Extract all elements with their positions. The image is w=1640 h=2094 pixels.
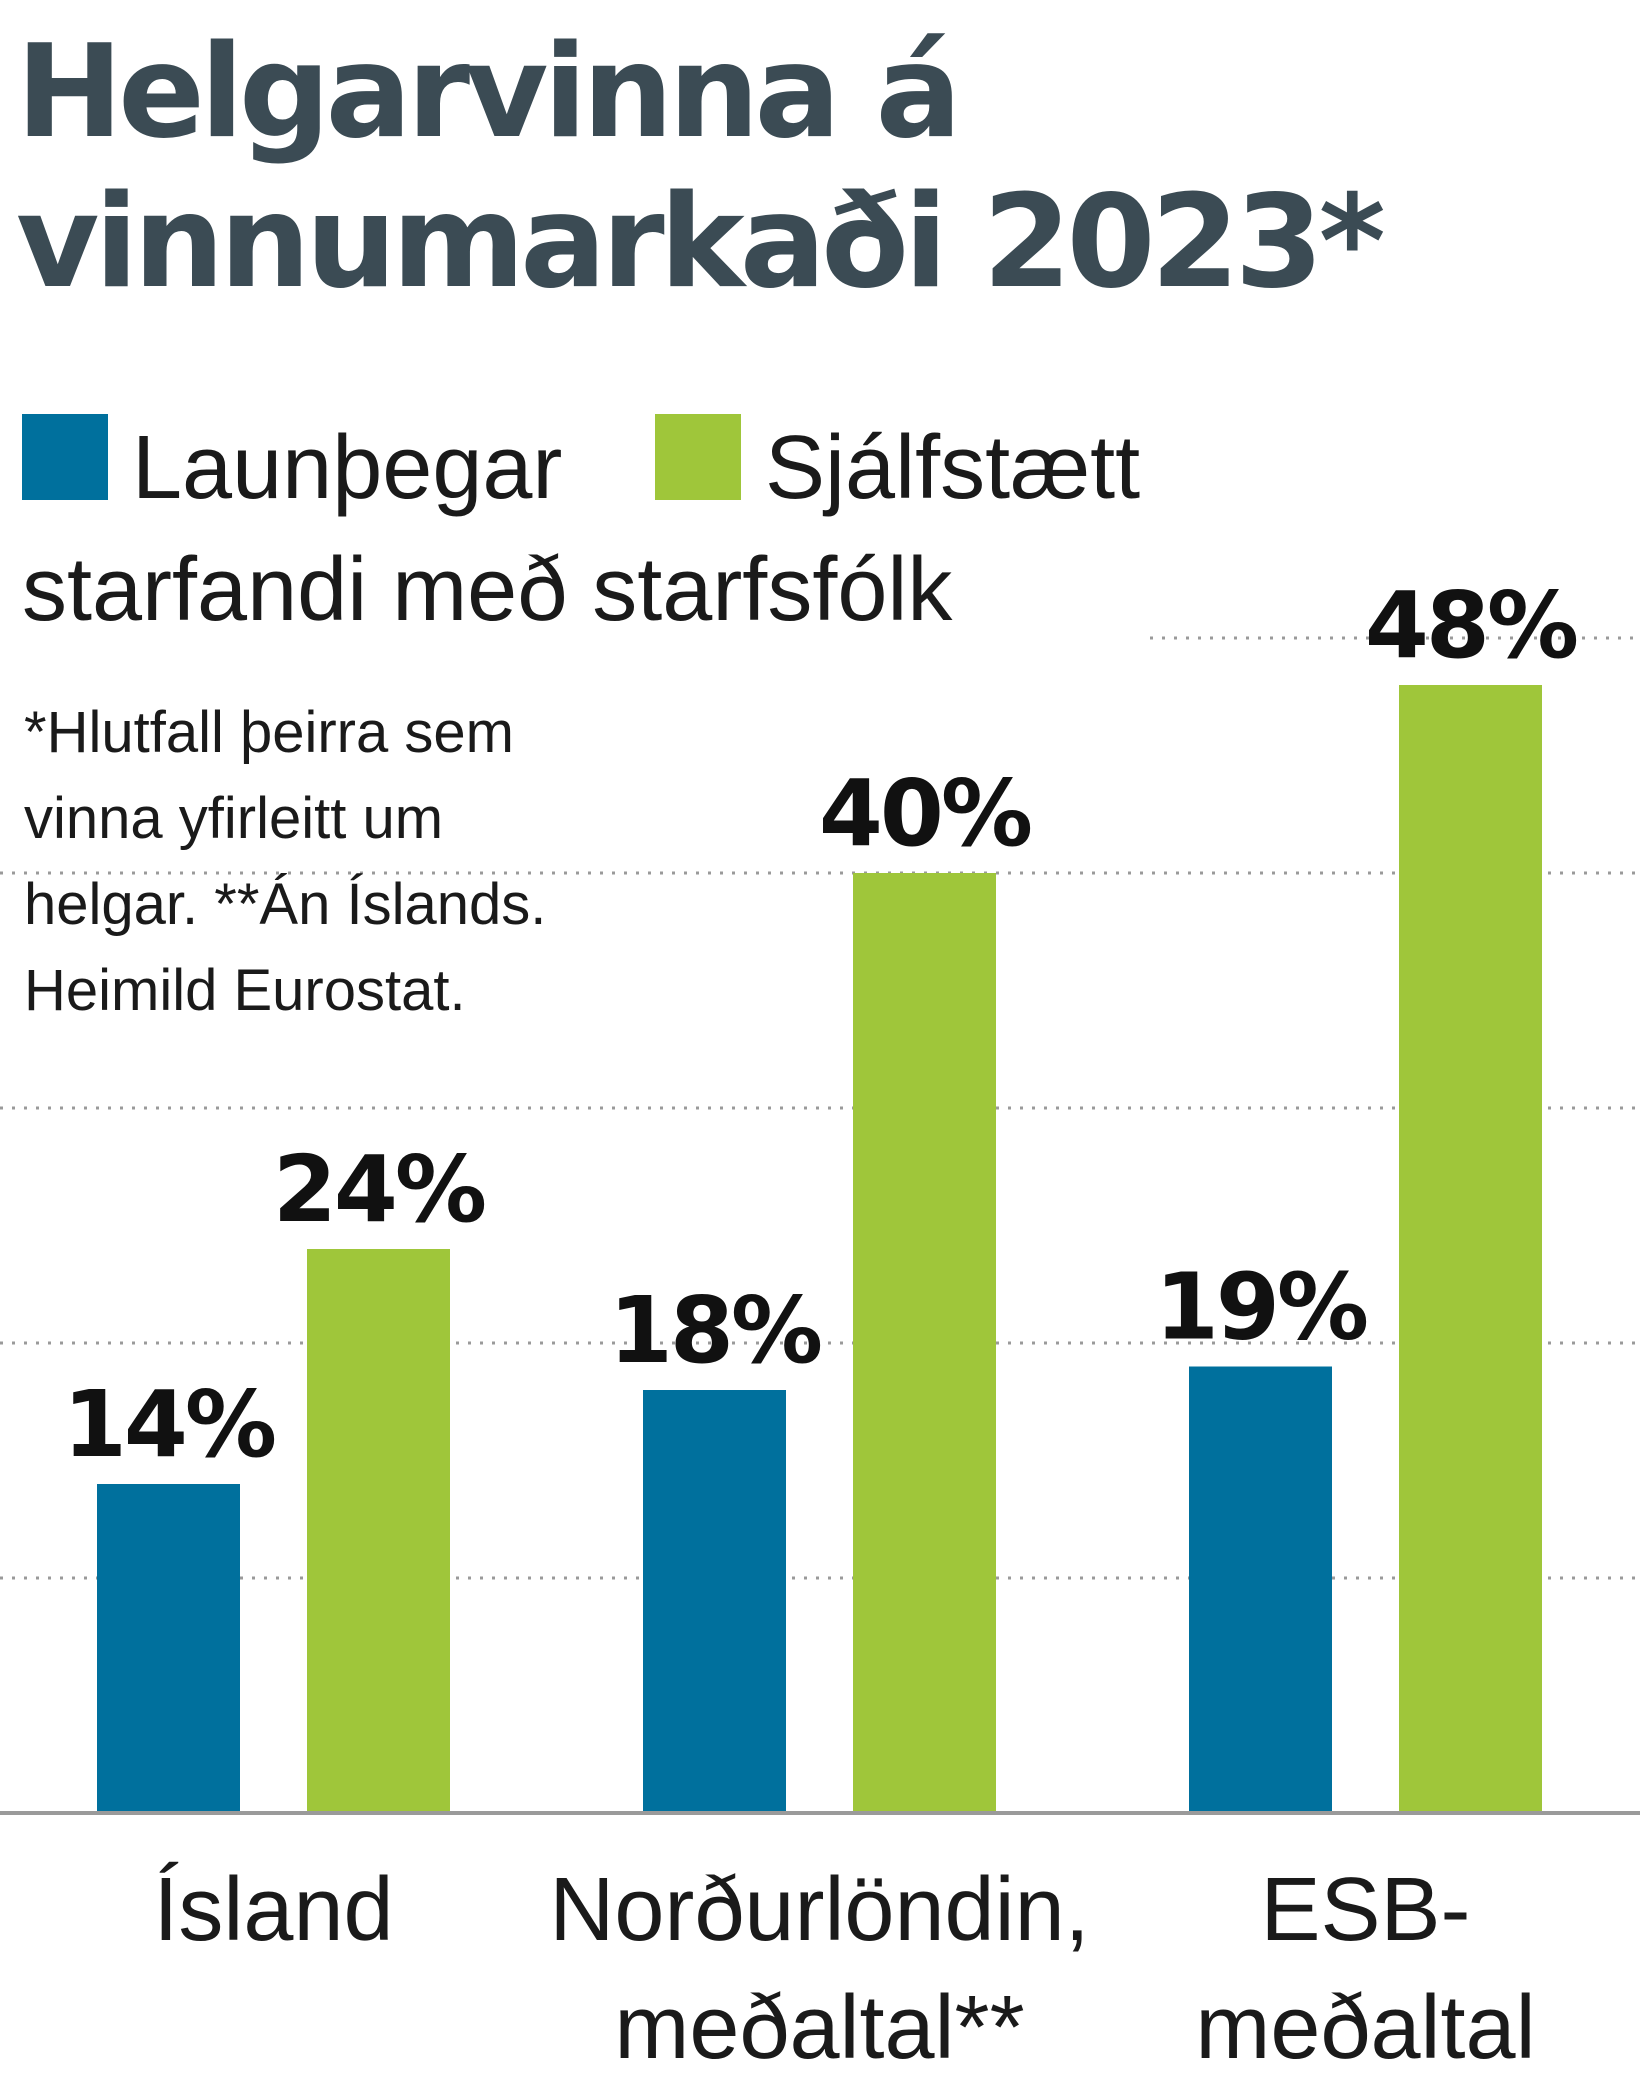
value-labels: 14% 18% 19% 24% 40% 48% xyxy=(63,572,1580,1478)
legend-label-launthegar: Launþegar xyxy=(132,418,562,518)
category-label-0-line-0: Ísland xyxy=(153,1860,393,1960)
category-label-1-line-1: meðaltal** xyxy=(614,1978,1024,2078)
value-label-launthegar-0: 14% xyxy=(63,1371,275,1478)
legend-label-line-2: starfandi með starfsfólk xyxy=(22,540,953,640)
chart-title: Helgarvinna á vinnumarkaði 2023* xyxy=(16,18,1636,318)
footnote-line-4: Heimild Eurostat. xyxy=(24,958,466,1023)
footnote-line-2: vinna yfirleitt um xyxy=(24,786,443,851)
bars xyxy=(97,685,1542,1813)
chart-title-line-1: Helgarvinna á xyxy=(16,18,962,167)
value-label-sjalfstaett-2: 48% xyxy=(1365,572,1577,679)
value-label-sjalfstaett-1: 40% xyxy=(819,760,1031,867)
footnote-line-3: helgar. **Án Íslands. xyxy=(24,872,546,937)
legend-swatch-launthegar xyxy=(22,414,108,500)
bar-sjalfstaett-0 xyxy=(307,1249,450,1813)
bar-launthegar-0 xyxy=(97,1484,240,1813)
category-labels: Ísland Norðurlöndin, meðaltal** ESB-meðalta… xyxy=(153,1860,1535,2078)
legend-label-sjalfstaett: Sjálfstætt xyxy=(765,418,1140,518)
bar-sjalfstaett-2 xyxy=(1399,685,1542,1813)
bar-launthegar-2 xyxy=(1189,1366,1332,1813)
legend: Launþegar Sjálfstætt starfandi með starf… xyxy=(22,414,1140,640)
footnote: *Hlutfall þeirra sem vinna yfirleitt um … xyxy=(24,700,546,1023)
bar-sjalfstaett-1 xyxy=(853,873,996,1813)
category-label-2-line-0: ESB- xyxy=(1260,1860,1470,1960)
gridlines xyxy=(0,636,1640,1580)
footnote-line-1: *Hlutfall þeirra sem xyxy=(24,700,514,765)
value-label-launthegar-2: 19% xyxy=(1155,1254,1367,1361)
chart-title-line-2: vinnumarkaði 2023* xyxy=(16,168,1386,317)
category-label-1-line-0: Norðurlöndin, xyxy=(549,1860,1089,1960)
value-label-launthegar-1: 18% xyxy=(609,1277,821,1384)
bar-launthegar-1 xyxy=(643,1390,786,1813)
value-label-sjalfstaett-0: 24% xyxy=(273,1136,485,1243)
legend-swatch-sjalfstaett xyxy=(655,414,741,500)
category-label-2-line-1: meðaltal xyxy=(1195,1978,1535,2078)
